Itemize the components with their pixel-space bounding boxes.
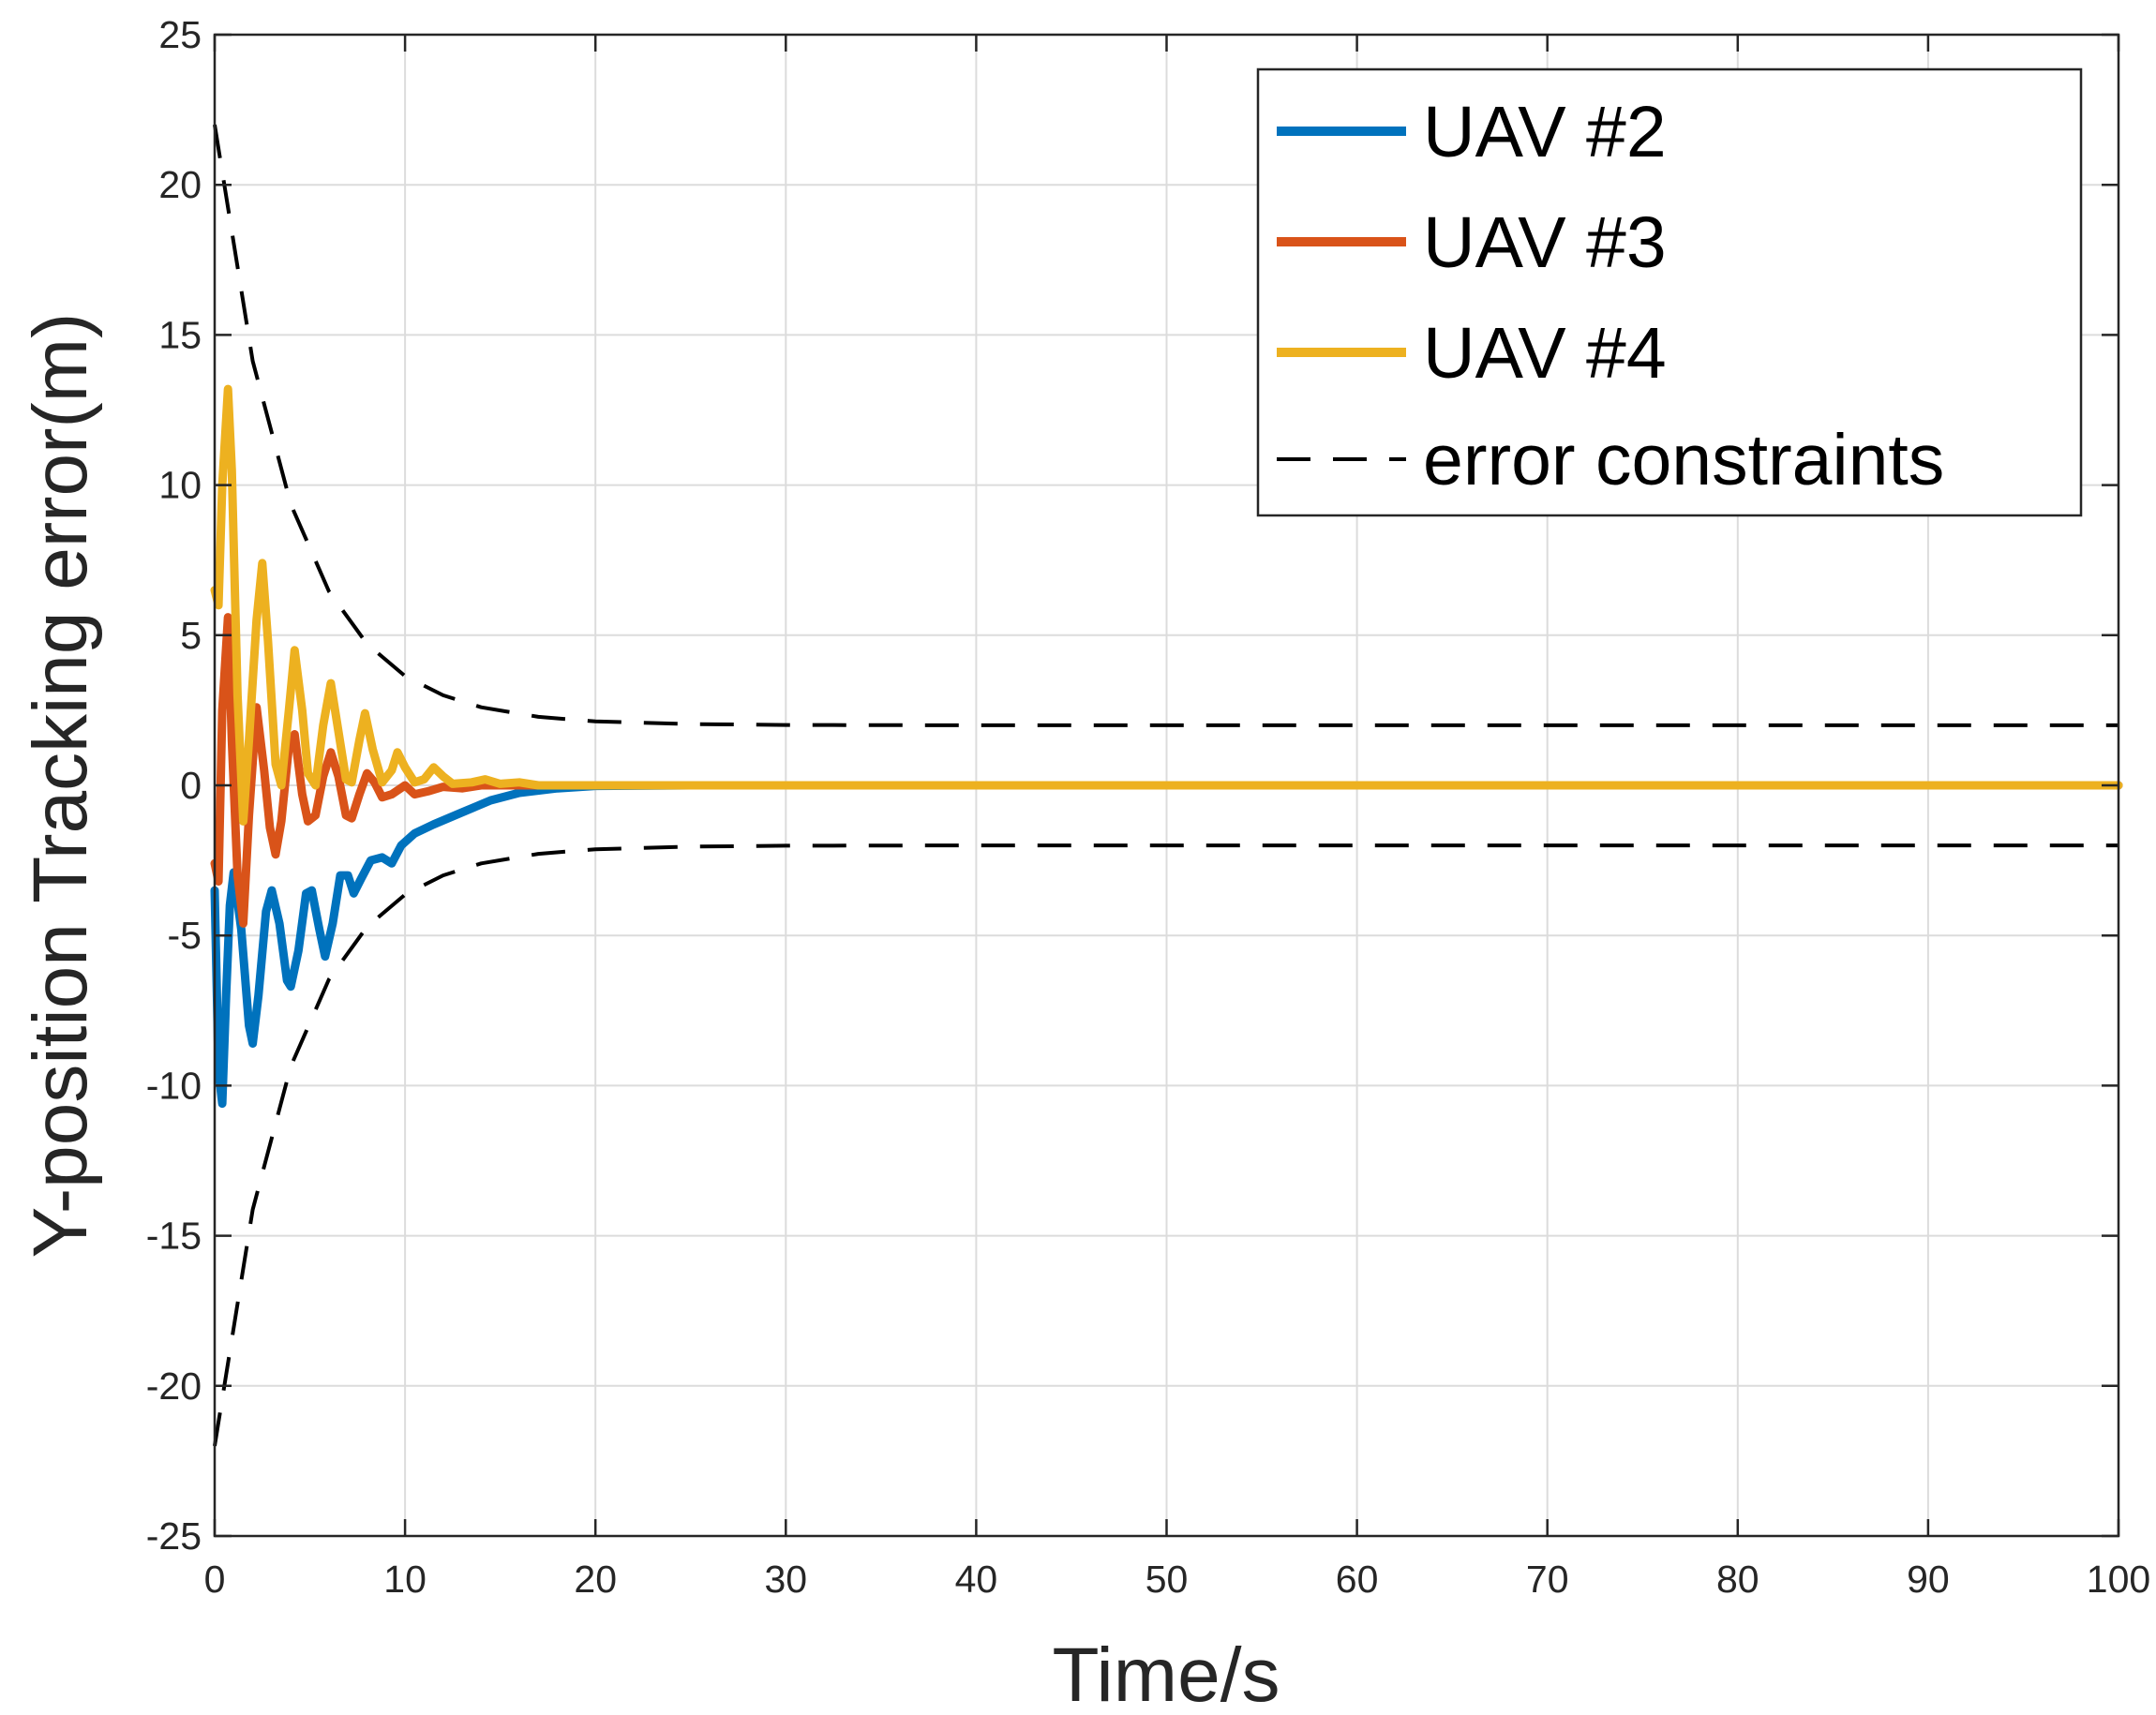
y-tick-label: 20 — [158, 163, 202, 206]
legend-label-error-constraints: error constraints — [1423, 420, 1944, 500]
series-uav-3 — [210, 613, 2123, 928]
y-tick-label: -5 — [168, 914, 202, 957]
x-axis-title: Time/s — [1053, 1633, 1280, 1715]
y-tick-label: 5 — [180, 614, 202, 657]
x-tick-label: 40 — [955, 1558, 998, 1601]
y-tick-label: 15 — [158, 313, 202, 356]
legend-box — [1256, 67, 2083, 517]
x-tick-label: 90 — [1907, 1558, 1950, 1601]
x-tick-label: 60 — [1336, 1558, 1379, 1601]
y-tick-label: -25 — [146, 1514, 202, 1558]
series-error-constraints-lower — [213, 843, 2119, 1447]
y-tick-label: 25 — [158, 13, 202, 56]
legend-label-uav2: UAV #2 — [1423, 92, 1667, 172]
y-tick-label: -15 — [146, 1215, 202, 1258]
series-uav-2 — [210, 781, 2123, 1109]
x-tick-label: 0 — [204, 1558, 226, 1601]
x-tick-label: 100 — [2087, 1558, 2150, 1601]
x-tick-label: 10 — [383, 1558, 427, 1601]
y-axis-title: Y-position Tracking error(m) — [18, 313, 103, 1259]
x-tick-label: 80 — [1716, 1558, 1759, 1601]
legend: UAV #2 UAV #3 UAV #4 error constraints — [1256, 67, 2083, 517]
legend-label-uav4: UAV #4 — [1423, 313, 1667, 394]
y-tick-label: 0 — [180, 764, 202, 807]
series-error-constraints-upper — [213, 124, 2119, 727]
x-tick-label: 50 — [1145, 1558, 1189, 1601]
series-uav-4 — [210, 384, 2123, 826]
series-layer — [210, 124, 2123, 1447]
x-tick-label: 70 — [1526, 1558, 1569, 1601]
x-tick-label: 30 — [764, 1558, 807, 1601]
x-tick-label: 20 — [574, 1558, 617, 1601]
y-tick-label: 10 — [158, 464, 202, 507]
ticks: 0 10 20 30 40 50 60 70 80 90 100 -25 -20 -15 -10 -5 0 5 10… — [146, 13, 2150, 1601]
y-tick-label: -20 — [146, 1365, 202, 1408]
y-tick-label: -10 — [146, 1064, 202, 1107]
legend-label-uav3: UAV #3 — [1423, 202, 1667, 283]
